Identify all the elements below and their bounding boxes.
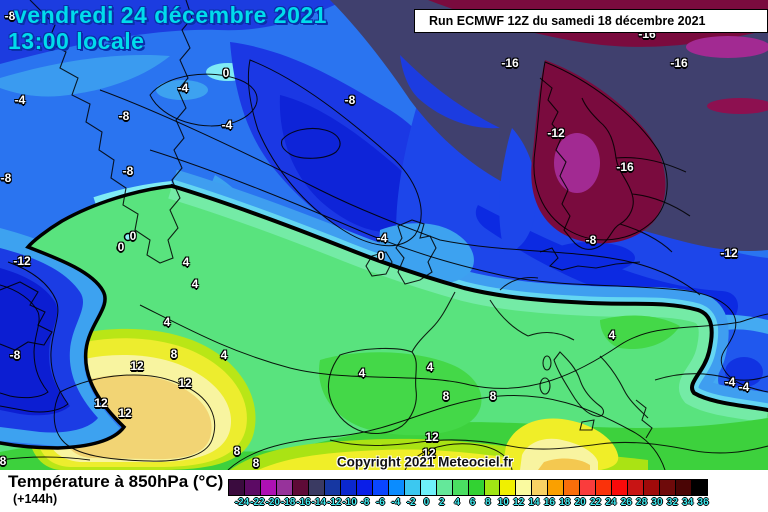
legend-color-cell (692, 480, 708, 495)
legend-color-cell (229, 480, 245, 495)
legend-tick-label: -18 (280, 497, 296, 508)
legend-tick-label: 26 (620, 497, 632, 508)
legend-color-cell (340, 480, 357, 495)
legend-tick-label: -8 (360, 497, 370, 508)
legend-tick-label: 0 (423, 497, 430, 508)
legend-color-cell (484, 480, 501, 495)
legend-tick-label: 4 (454, 497, 460, 508)
legend-tick-label: 18 (559, 497, 571, 508)
legend-color-cell (628, 480, 645, 495)
legend-title: Température à 850hPa (°C) (8, 472, 224, 491)
legend-tick-label: 16 (543, 497, 555, 508)
legend-color-cell (244, 480, 261, 495)
legend-color-cell (388, 480, 405, 495)
legend-color-cell (676, 480, 693, 495)
valid-time-label: 13:00 locale (8, 28, 145, 54)
legend-tick-label: -20 (265, 497, 280, 508)
legend-color-cell (660, 480, 677, 495)
legend-color-cell (452, 480, 469, 495)
legend-tick-label: 12 (513, 497, 525, 508)
azores-islands (116, 232, 133, 252)
legend-color-cell (356, 480, 373, 495)
legend-color-cell (548, 480, 565, 495)
isotherm-contours (0, 59, 768, 470)
legend-color-cell (404, 480, 421, 495)
legend-tick-label: -12 (326, 497, 342, 508)
legend-color-cell (308, 480, 325, 495)
temperature-scale-ticks: -24 -22 -20 -18 -16 -14 -12 -10 -8 -6 -4 -2 0 2 4 6 8 10 1… (228, 497, 724, 509)
legend-tick-label: -22 (250, 497, 265, 508)
legend-tick-label: -4 (391, 497, 401, 508)
legend-color-cell (420, 480, 437, 495)
legend-tick-label: 14 (528, 497, 540, 508)
zero-degree-contour (0, 184, 768, 450)
legend-tick-label: 6 (469, 497, 476, 508)
legend-tick-label: -14 (311, 497, 327, 508)
legend-color-cell (436, 480, 453, 495)
legend-color-cell (532, 480, 549, 495)
legend-tick-label: -24 (234, 497, 250, 508)
legend-color-cell (276, 480, 293, 495)
forecast-hour-label: (+144h) (13, 492, 58, 506)
legend-tick-label: 2 (439, 497, 445, 508)
legend-color-cell (260, 480, 277, 495)
date-block: vendredi 24 décembre 2021 13:00 locale (8, 2, 327, 54)
legend-tick-label: 24 (605, 497, 617, 508)
copyright-text: Copyright 2021 Meteociel.fr (336, 454, 514, 470)
legend-tick-label: -10 (342, 497, 357, 508)
legend-tick-label: 34 (682, 497, 694, 508)
legend-color-cell (468, 480, 485, 495)
map-area: -8 0 -4 -4 -8 -8 -4 -8 -8 0 -4 0 0 -12 4 4 4 8 4 -8 12 12 12 12… (0, 0, 768, 470)
legend-color-cell (372, 480, 389, 495)
legend-color-cell (500, 480, 517, 495)
legend-color-cell (292, 480, 309, 495)
legend-color-cell (612, 480, 629, 495)
legend-tick-label: 10 (497, 497, 509, 508)
legend-color-cell (564, 480, 581, 495)
valid-date-label: vendredi 24 décembre 2021 (14, 2, 327, 28)
legend-tick-label: -2 (406, 497, 416, 508)
legend-tick-label: 32 (666, 497, 678, 508)
legend-tick-label: 30 (651, 497, 663, 508)
legend-tick-label: 36 (697, 497, 709, 508)
legend-tick-label: 22 (589, 497, 602, 508)
model-run-info-text: Run ECMWF 12Z du samedi 18 décembre 2021 (429, 14, 706, 28)
legend-tick-label: -6 (375, 497, 385, 508)
legend-tick-label: 28 (636, 497, 648, 508)
region-labrador-cold-pool (0, 228, 120, 446)
legend-color-cell (324, 480, 341, 495)
legend-footer: Température à 850hPa (°C) (+144h) -24 -22… (0, 470, 768, 512)
legend-tick-label: -16 (296, 497, 311, 508)
legend-tick-label: 20 (574, 497, 586, 508)
legend-tick-label: 8 (485, 497, 491, 508)
weather-map[interactable] (0, 0, 768, 470)
model-run-info-box: Run ECMWF 12Z du samedi 18 décembre 2021 (414, 9, 768, 33)
legend-color-cell (580, 480, 597, 495)
legend-color-cell (596, 480, 613, 495)
legend-color-cell (516, 480, 533, 495)
temperature-color-scale (228, 479, 708, 496)
legend-color-cell (644, 480, 661, 495)
coastlines (0, 0, 768, 454)
